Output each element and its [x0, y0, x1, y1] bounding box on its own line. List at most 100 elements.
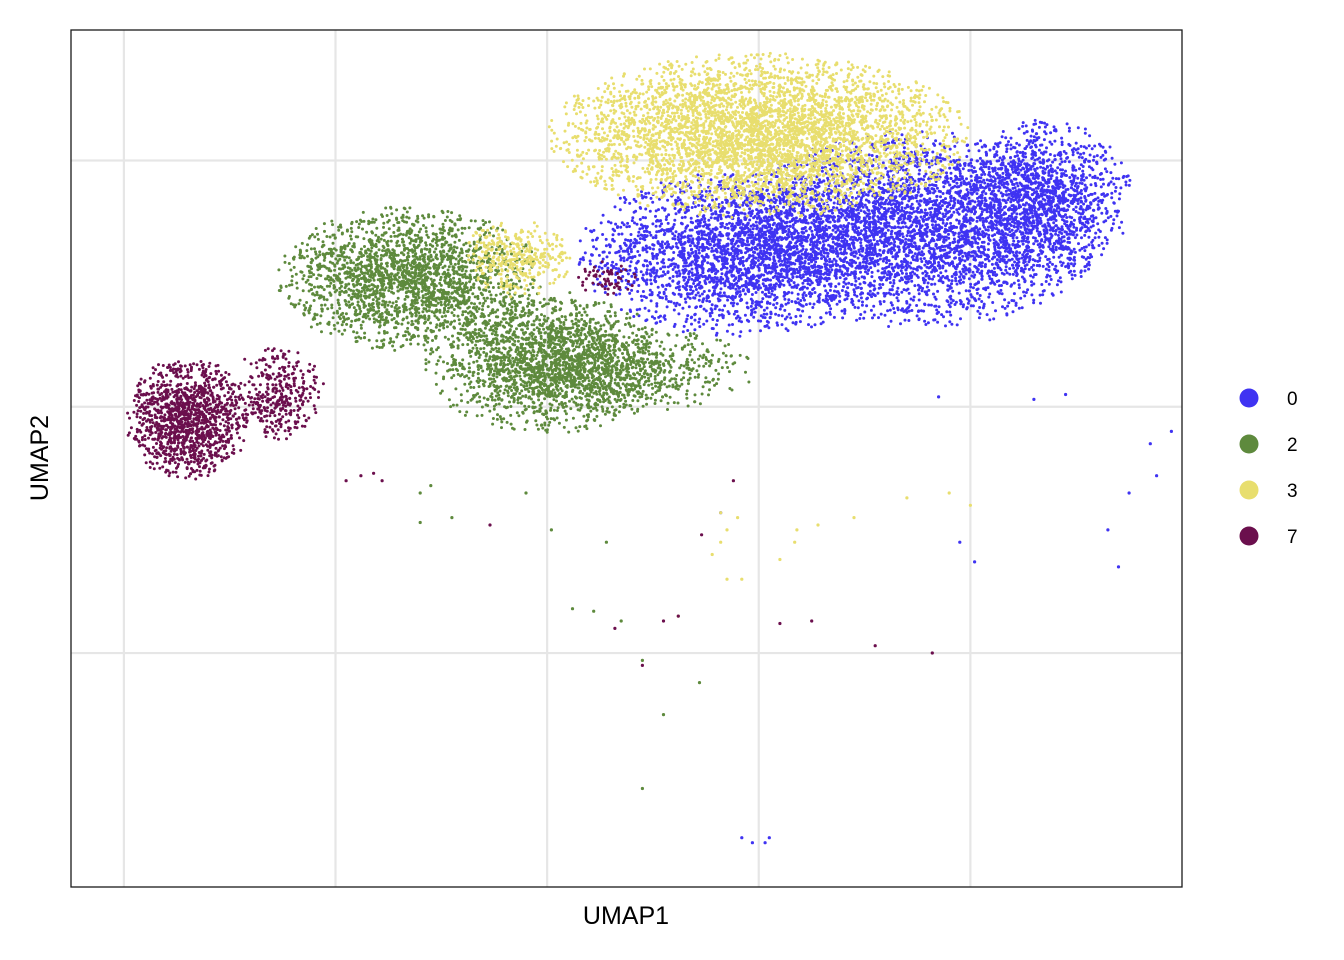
data-point [686, 329, 690, 332]
data-point [928, 183, 932, 187]
data-point [870, 270, 874, 274]
data-point [955, 218, 959, 222]
data-point [950, 248, 954, 251]
data-point [1006, 304, 1010, 308]
data-point [655, 302, 659, 306]
data-point [863, 310, 867, 314]
data-point [696, 241, 700, 245]
data-point [817, 184, 821, 188]
data-point [703, 199, 707, 203]
data-point [759, 314, 763, 318]
data-point [709, 216, 713, 220]
data-point [733, 296, 737, 299]
data-point [671, 257, 675, 261]
data-point [787, 298, 791, 302]
data-point [723, 261, 727, 265]
data-point [871, 316, 874, 320]
data-point [778, 199, 782, 203]
data-point [595, 277, 599, 281]
data-point [674, 304, 678, 308]
data-point [862, 316, 866, 320]
data-point [820, 166, 824, 170]
data-point [864, 193, 868, 197]
data-point [702, 290, 706, 293]
data-point [710, 270, 714, 274]
data-point [900, 221, 904, 225]
data-point [925, 230, 929, 234]
data-point [698, 220, 702, 223]
data-point [727, 285, 731, 289]
data-point [827, 277, 831, 281]
data-point [611, 233, 615, 237]
data-point [710, 212, 714, 216]
data-point [836, 290, 840, 294]
data-point [658, 224, 662, 228]
data-point [681, 231, 684, 235]
data-point [685, 292, 689, 296]
data-point [1044, 267, 1048, 271]
data-point [674, 242, 678, 245]
data-point [783, 317, 787, 321]
data-point [759, 319, 763, 323]
data-point [701, 267, 705, 271]
data-point [939, 249, 942, 253]
data-point [853, 230, 857, 234]
data-point [754, 300, 758, 304]
data-point [863, 281, 867, 285]
data-point [795, 244, 799, 248]
data-point [1083, 233, 1087, 237]
data-point [664, 295, 668, 298]
data-point [689, 288, 693, 292]
data-point [742, 201, 745, 205]
data-point [635, 308, 639, 312]
data-point [1007, 301, 1011, 305]
data-point [927, 288, 931, 292]
data-point [959, 181, 963, 185]
data-point [764, 233, 768, 237]
data-point [965, 188, 969, 192]
data-point [639, 206, 643, 210]
data-point [977, 297, 981, 301]
data-point [632, 280, 636, 284]
data-point [652, 243, 656, 247]
data-point [737, 216, 740, 220]
data-point [624, 238, 628, 242]
data-point [902, 310, 906, 313]
data-point [632, 245, 636, 249]
data-point [614, 266, 618, 270]
data-point [648, 288, 652, 292]
data-point [1016, 184, 1020, 188]
data-point [676, 196, 680, 200]
data-point [820, 276, 824, 280]
data-point [1005, 312, 1009, 316]
data-point [594, 247, 598, 251]
data-point [866, 292, 870, 296]
data-point [641, 224, 645, 228]
data-point [709, 229, 713, 233]
data-point [1000, 271, 1004, 275]
data-point [951, 206, 955, 210]
data-point [695, 226, 699, 230]
data-point [629, 247, 633, 251]
data-point [898, 229, 902, 233]
data-point [739, 297, 743, 301]
data-point [786, 269, 790, 273]
data-point [701, 262, 704, 266]
data-point [662, 270, 665, 274]
data-point [714, 226, 718, 230]
data-point [693, 328, 697, 332]
data-point [915, 304, 919, 307]
data-point [666, 198, 670, 202]
data-point [669, 227, 673, 231]
data-point [725, 270, 729, 274]
data-point [748, 201, 752, 205]
data-point [880, 233, 884, 237]
data-point [780, 323, 784, 327]
data-point [701, 215, 705, 219]
data-point [977, 149, 981, 153]
data-point [982, 302, 986, 306]
data-point [638, 307, 642, 311]
data-point [811, 306, 815, 309]
data-point [710, 246, 714, 250]
data-point [1046, 185, 1050, 189]
